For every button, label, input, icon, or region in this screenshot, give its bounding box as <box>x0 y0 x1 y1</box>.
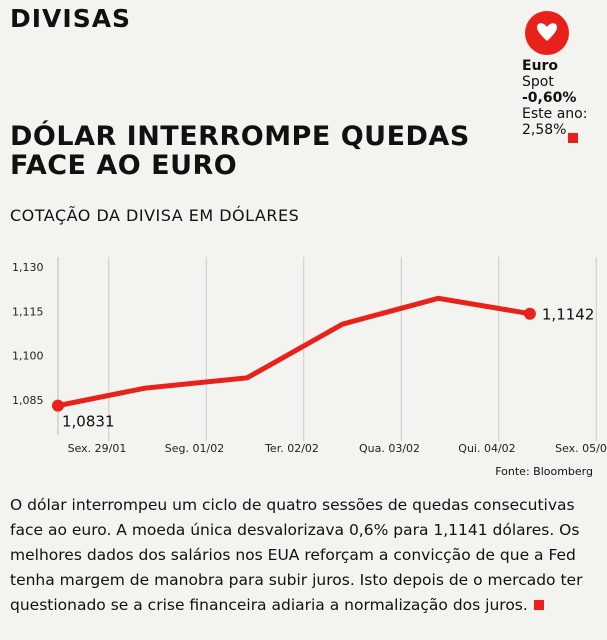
article-body: O dólar interrompeu um ciclo de quatro s… <box>10 493 600 618</box>
y-tick-label: 1,100 <box>12 350 44 363</box>
line-chart: 1,130 1,115 1,100 1,085 Sex. 29/01 Seg. 01/02… <box>12 257 607 455</box>
chart-subtitle: COTAÇÃO DA DIVISA EM DÓLARES <box>10 206 300 225</box>
x-tick-label: Qui. 04/02 <box>458 442 515 455</box>
x-tick-label: Ter. 02/02 <box>264 442 319 455</box>
x-tick-label: Sex. 29/01 <box>68 442 127 455</box>
section-label: DIVISAS <box>10 4 132 33</box>
quote-ytd-value: 2,58% <box>522 122 567 138</box>
headline: DÓLAR INTERROMPE QUEDAS FACE AO EURO <box>10 121 470 181</box>
x-tick-label: Qua. 03/02 <box>359 442 420 455</box>
euro-heart-icon <box>524 10 570 56</box>
quote-ytd-label: Este ano: <box>522 106 588 122</box>
quote-name: Euro <box>522 58 559 74</box>
y-tick-label: 1,130 <box>12 261 44 274</box>
data-label: 1,1142 <box>542 306 595 324</box>
x-tick-label: Sex. 05/02 <box>555 442 607 455</box>
series-line <box>57 295 531 409</box>
quote-spot-label: Spot <box>522 74 554 90</box>
data-label: 1,0831 <box>62 413 115 431</box>
marker-square <box>568 133 578 143</box>
article-text: O dólar interrompeu um ciclo de quatro s… <box>10 496 583 614</box>
end-mark <box>533 600 544 610</box>
data-point <box>523 307 536 320</box>
x-tick-label: Seg. 01/02 <box>165 442 224 455</box>
source-note: Fonte: Bloomberg <box>495 465 593 478</box>
data-point <box>52 399 64 412</box>
y-tick-label: 1,115 <box>12 305 44 318</box>
y-tick-label: 1,085 <box>12 394 44 407</box>
quote-box: Euro Spot -0,60% Este ano: 2,58% <box>522 58 587 138</box>
quote-change: -0,60% <box>522 90 577 106</box>
